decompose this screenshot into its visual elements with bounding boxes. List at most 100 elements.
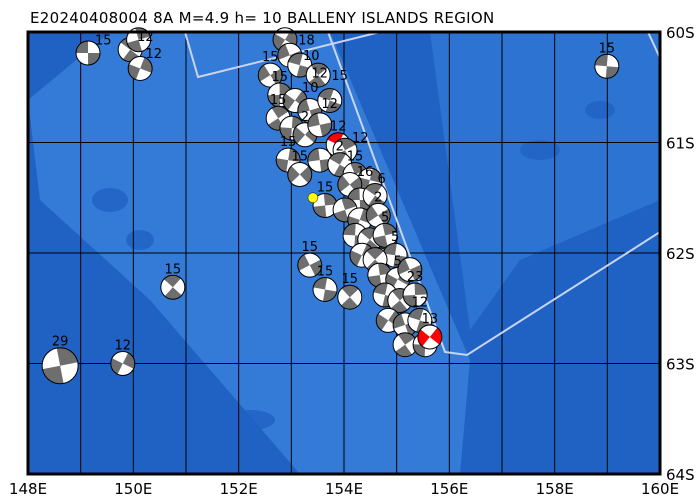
map-title: E20240408004 8A M=4.9 h= 10 BALLENY ISLA… [30,9,495,27]
lon-tick-label: 152E [220,480,258,498]
compression-quadrant [313,277,328,290]
depth-label: 15 [291,150,308,165]
compression-quadrant [319,122,332,137]
compression-quadrant [88,52,101,65]
compression-quadrant [323,193,337,206]
compression-quadrant [164,287,182,300]
depth-label: 15 [342,272,359,287]
axis-labels: 148E 150E 152E 154E 156E 158E 160E 60S 61S 62S 63S… [9,24,695,498]
compression-quadrant [349,250,362,267]
lon-tick-label: 150E [114,480,152,498]
compression-quadrant [322,289,337,302]
beachball-outline [337,284,363,310]
depth-label: 15 [599,41,616,56]
compression-quadrant [403,294,416,307]
depth-label: 15 [331,69,348,84]
depth-label: 15 [347,150,364,165]
compression-quadrant [350,162,367,175]
compression-quadrant [373,282,388,295]
depth-label: 23 [407,270,424,285]
beachball [160,274,186,300]
depth-label: 6 [378,172,386,187]
depth-label: 29 [52,335,69,350]
compression-quadrant [369,168,382,183]
beachball [257,62,283,88]
compression-quadrant [297,254,310,271]
depth-label: 15 [165,262,182,277]
compression-quadrant [337,175,350,193]
compression-quadrant [310,63,328,76]
depth-label: 15 [317,180,334,195]
beachball [397,257,423,283]
compression-quadrant [365,183,382,196]
beachball-outline [287,162,313,188]
compression-quadrant [409,264,422,281]
depth-label: 2 [301,110,309,125]
compression-quadrant [390,300,408,313]
lat-tick-label: 62S [666,245,695,263]
beachball [417,324,443,350]
beachball-outline [312,276,338,302]
compression-quadrant [42,365,64,384]
compression-quadrant [341,285,359,298]
compression-quadrant [293,126,306,144]
compression-quadrant [339,138,356,151]
beachball [75,40,101,66]
compression-quadrant [307,113,320,128]
compression-quadrant [360,227,378,240]
depth-label: 2 [336,140,344,155]
compression-quadrant [414,282,428,295]
compression-quadrant [395,344,412,357]
lat-tick-label: 63S [666,356,695,374]
depth-label: 12 [321,97,338,112]
depth-label: 15 [271,70,288,85]
depth-label: 10 [303,49,320,64]
beachball-outline [41,347,79,385]
beachball [312,192,338,218]
depth-label: 15 [262,50,279,65]
beachball-outline [75,40,101,66]
depth-label: 16 [357,165,374,180]
lat-tick-label: 60S [666,24,695,42]
beachball [402,282,428,308]
compression-quadrant [313,205,327,218]
beachball [41,347,79,385]
depth-label: 13 [422,312,439,327]
beachball-outline [402,282,428,308]
compression-quadrant [594,54,608,67]
lon-tick-label: 160E [641,480,679,498]
beachball-outline [305,62,331,88]
compression-quadrant [373,235,388,248]
depth-label: 15 [280,135,297,150]
compression-quadrant [270,68,283,86]
deep-patch [520,140,560,160]
map-frame [26,30,662,476]
beachball [287,162,313,188]
beachball [337,284,363,310]
compression-quadrant [398,332,415,345]
compression-quadrant [343,223,356,236]
beachball-outline [594,53,620,79]
beachball [312,276,338,302]
depth-label: 5 [391,230,399,245]
beachball-outline [126,27,152,53]
depth-label: 12 [137,30,154,45]
depth-label: 5 [394,255,402,270]
compression-quadrant [382,223,397,236]
compression-quadrant [367,275,382,288]
depth-label: 12 [311,66,328,81]
lat-tick-label: 61S [666,135,695,153]
compression-quadrant [413,344,426,357]
compression-quadrant [383,243,397,256]
beachball-outline [317,88,343,114]
beachball [317,88,343,114]
beachball [305,62,331,88]
beachball-outline [307,112,333,138]
compression-quadrant [163,275,181,288]
compression-quadrant [307,148,320,162]
compression-quadrant [393,255,407,268]
beachball [594,53,620,79]
compression-quadrant [309,259,322,276]
compression-quadrant [271,106,289,119]
